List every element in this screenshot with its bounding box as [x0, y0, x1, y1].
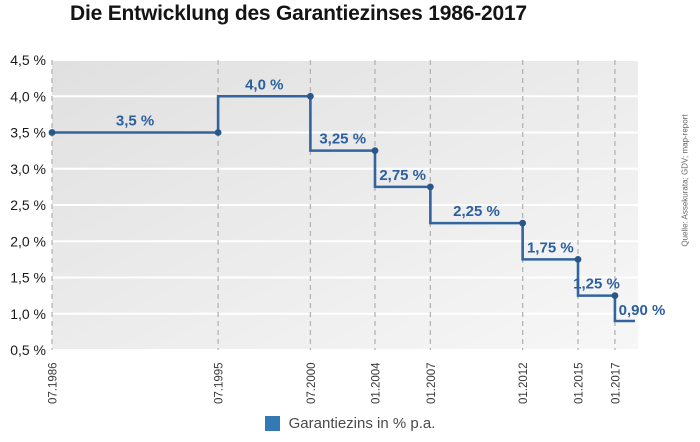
- legend-label: Garantiezins in % p.a.: [288, 415, 436, 432]
- y-tick-label: 0,5 %: [10, 342, 46, 358]
- value-label: 1,75 %: [527, 239, 574, 256]
- value-label: 3,5 %: [116, 113, 154, 130]
- x-tick-label: 07.1995: [214, 362, 226, 404]
- source-note: Quelle: Assekurata; GDV; map-report: [680, 114, 690, 247]
- x-tick-label: 01.2007: [426, 362, 438, 404]
- y-tick-label: 1,0 %: [10, 306, 46, 322]
- data-point: [214, 129, 222, 136]
- value-label: 0,90 %: [619, 302, 666, 319]
- data-point: [48, 129, 56, 136]
- x-tick-label: 01.2004: [370, 362, 382, 404]
- y-tick-label: 4,5 %: [10, 52, 46, 68]
- series-line: [52, 94, 635, 323]
- x-tick-label: 07.2000: [306, 362, 318, 404]
- data-point: [519, 219, 527, 227]
- y-tick-label: 3,5 %: [10, 125, 46, 141]
- value-label: 1,25 %: [573, 276, 620, 293]
- x-tick-label: 01.2017: [610, 362, 622, 404]
- data-point: [574, 255, 582, 263]
- y-tick-label: 1,5 %: [10, 270, 46, 286]
- value-label: 2,75 %: [379, 167, 426, 184]
- chart-title: Die Entwicklung des Garantiezinses 1986-…: [70, 2, 527, 25]
- legend-swatch-icon: [264, 416, 280, 431]
- data-point: [611, 292, 619, 300]
- y-tick-label: 2,5 %: [10, 197, 46, 213]
- x-tick-label: 07.1986: [48, 362, 60, 404]
- value-label: 3,25 %: [319, 131, 366, 148]
- data-point: [306, 92, 314, 100]
- x-tick-label: 01.2015: [574, 362, 586, 404]
- legend: Garantiezins in % p.a.: [0, 415, 700, 432]
- y-tick-label: 3,0 %: [10, 161, 46, 177]
- y-tick-label: 4,0 %: [10, 88, 46, 104]
- x-tick-label: 01.2012: [518, 362, 530, 404]
- value-label: 2,25 %: [453, 203, 500, 220]
- data-point: [426, 183, 434, 191]
- data-point: [371, 147, 379, 155]
- value-label: 4,0 %: [245, 76, 283, 93]
- y-tick-label: 2,0 %: [10, 233, 46, 249]
